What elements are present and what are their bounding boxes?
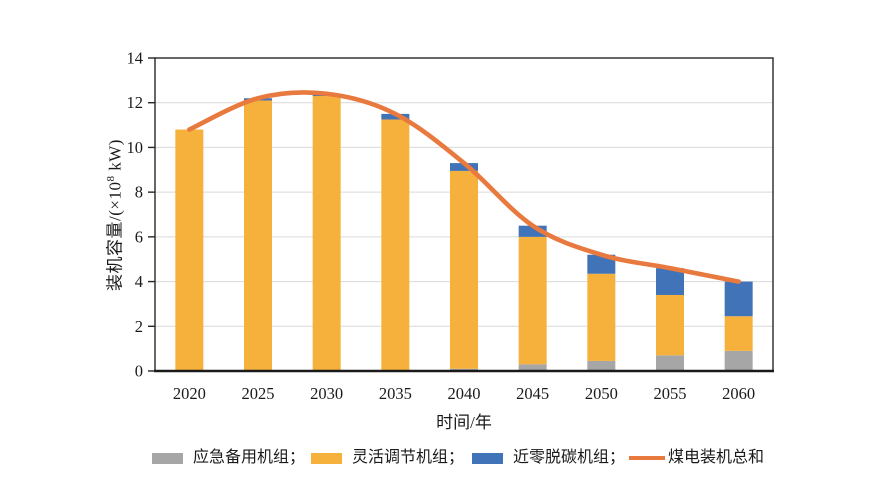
bar-segment-应急备用机组-2055: [656, 355, 684, 371]
x-tick-label: 2035: [379, 384, 412, 403]
x-tick-label: 2040: [448, 384, 481, 403]
bar-segment-灵活调节机组-2045: [518, 236, 547, 365]
legend-item-near-zero-carbon: 近零脱碳机组；: [472, 447, 625, 469]
bar-segment-近零脱碳机组-2040: [450, 163, 478, 171]
bar-segment-灵活调节机组-2060: [724, 316, 753, 351]
y-tick-label: 2: [135, 317, 143, 336]
legend-label: 煤电装机总和: [668, 449, 765, 466]
bar-segment-应急备用机组-2050: [587, 360, 616, 371]
bar-segment-应急备用机组-2060: [724, 350, 753, 371]
y-tick-label: 8: [135, 183, 143, 202]
y-tick-label: 6: [135, 227, 143, 246]
bar-segment-近零脱碳机组-2050: [587, 254, 616, 274]
bar-segment-近零脱碳机组-2035: [381, 113, 410, 120]
x-tick-label: 2020: [173, 384, 206, 403]
y-tick-label: 10: [127, 138, 144, 157]
x-tick-label: 2045: [516, 384, 549, 403]
bar-segment-灵活调节机组-2020: [175, 129, 204, 371]
bar-segment-灵活调节机组-2055: [656, 294, 684, 356]
bar-segment-灵活调节机组-2035: [381, 119, 410, 371]
y-tick-label: 4: [135, 272, 143, 291]
x-tick-label: 2055: [654, 384, 687, 403]
y-tick-label: 14: [127, 49, 144, 68]
legend-swatch-yellow: [311, 452, 342, 464]
bar-segment-灵活调节机组-2040: [450, 170, 478, 369]
bar-segment-灵活调节机组-2030: [312, 96, 341, 371]
legend-item-emergency-backup: 应急备用机组；: [152, 447, 305, 469]
plot-area: 0 2 4 6 8 10 12 14 2020 2025 2030 2035 2040 2045 2050 2…: [127, 49, 774, 403]
legend: 应急备用机组； 灵活调节机组； 近零脱碳机组； 煤电装机总和: [0, 447, 879, 469]
bar-segment-灵活调节机组-2050: [587, 273, 616, 361]
x-tick-label: 2030: [310, 384, 343, 403]
legend-swatch-blue: [472, 452, 503, 464]
bar-segment-近零脱碳机组-2045: [518, 225, 547, 237]
bar-segment-近零脱碳机组-2060: [724, 281, 753, 317]
legend-label: 灵活调节机组；: [352, 449, 465, 466]
y-tick-label: 12: [127, 93, 144, 112]
bar-segment-灵活调节机组-2025: [244, 100, 272, 371]
bar-segment-应急备用机组-2045: [518, 364, 547, 371]
legend-item-total-coal: 煤电装机总和: [629, 447, 764, 469]
y-tick-label: 0: [135, 362, 143, 381]
x-axis-title: 时间/年: [436, 413, 492, 432]
legend-item-flexible-adjust: 灵活调节机组；: [311, 447, 464, 469]
x-tick-label: 2050: [585, 384, 618, 403]
total-line: [187, 90, 741, 284]
legend-label: 应急备用机组；: [193, 449, 306, 466]
x-tick-label: 2025: [242, 384, 275, 403]
bar-segment-近零脱碳机组-2055: [656, 268, 684, 295]
x-tick-label: 2060: [722, 384, 755, 403]
legend-label: 近零脱碳机组；: [513, 449, 626, 466]
legend-swatch-gray: [152, 452, 183, 464]
legend-swatch-orange-line: [629, 456, 665, 460]
